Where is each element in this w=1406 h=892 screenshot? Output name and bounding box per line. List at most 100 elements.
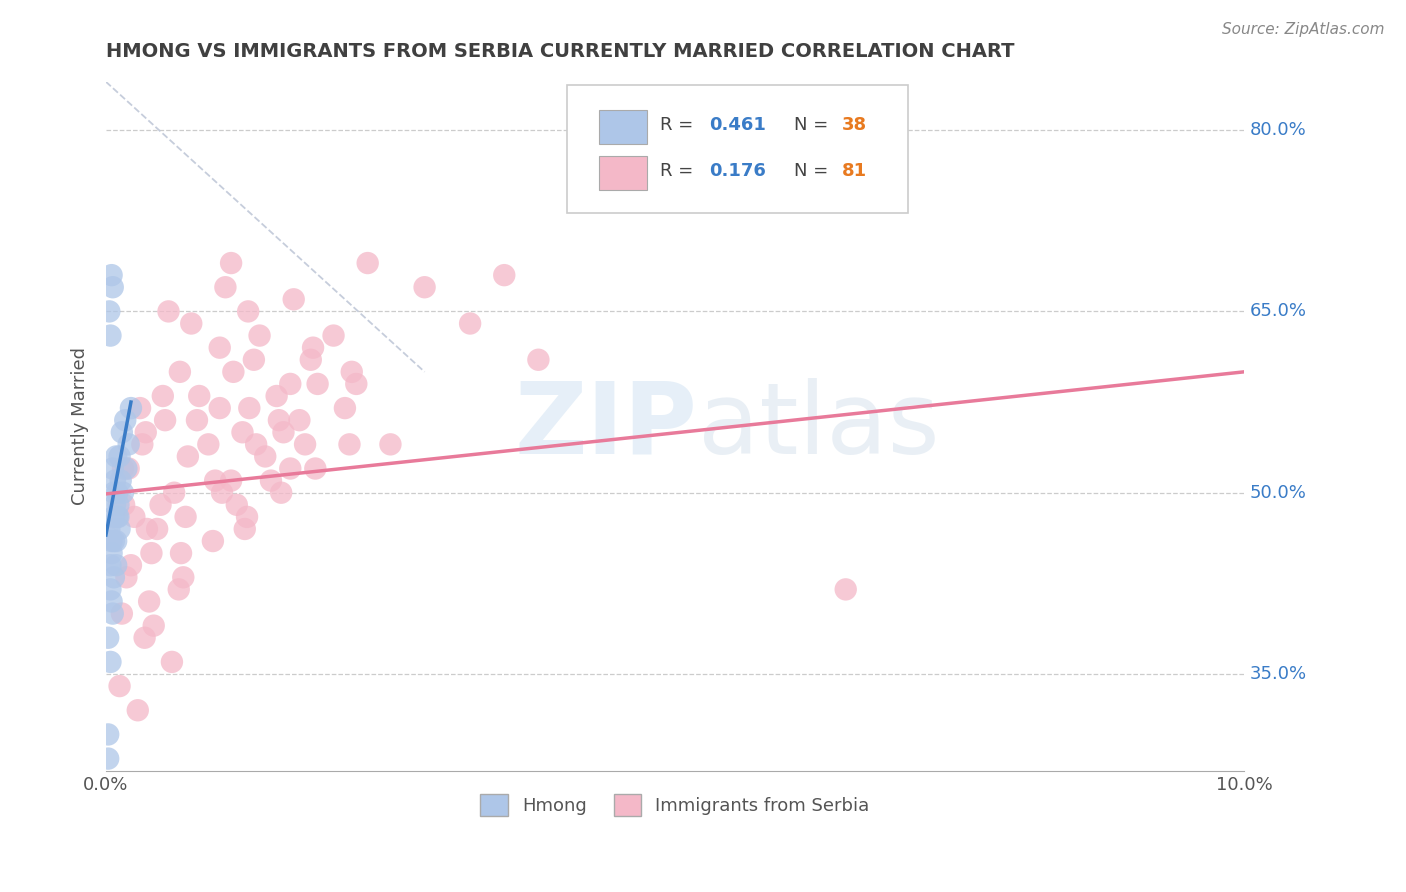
Point bbox=[118, 461, 141, 475]
Point bbox=[152, 389, 174, 403]
Point bbox=[138, 594, 160, 608]
Point bbox=[214, 280, 236, 294]
Point bbox=[105, 558, 128, 573]
Text: R =: R = bbox=[661, 162, 699, 180]
Text: 38: 38 bbox=[842, 116, 868, 134]
Point bbox=[170, 546, 193, 560]
Point bbox=[104, 474, 127, 488]
Legend: Hmong, Immigrants from Serbia: Hmong, Immigrants from Serbia bbox=[474, 788, 877, 823]
Point bbox=[278, 376, 301, 391]
Point bbox=[110, 474, 132, 488]
Point bbox=[180, 317, 202, 331]
Point bbox=[208, 341, 231, 355]
Point bbox=[100, 546, 122, 560]
Point bbox=[115, 570, 138, 584]
Text: Source: ZipAtlas.com: Source: ZipAtlas.com bbox=[1222, 22, 1385, 37]
Point bbox=[111, 607, 134, 621]
Text: N =: N = bbox=[794, 116, 835, 134]
Point bbox=[118, 437, 141, 451]
Text: 0.176: 0.176 bbox=[709, 162, 766, 180]
Text: 35.0%: 35.0% bbox=[1250, 665, 1308, 683]
Point bbox=[141, 546, 163, 560]
Point bbox=[340, 365, 363, 379]
Point bbox=[100, 558, 122, 573]
Y-axis label: Currently Married: Currently Married bbox=[72, 347, 89, 505]
Point bbox=[270, 485, 292, 500]
Point bbox=[103, 570, 125, 584]
Point bbox=[100, 328, 122, 343]
Point bbox=[131, 437, 153, 451]
Point bbox=[278, 461, 301, 475]
Text: N =: N = bbox=[794, 162, 835, 180]
Point bbox=[169, 365, 191, 379]
Point bbox=[245, 437, 267, 451]
Point bbox=[97, 751, 120, 765]
Point bbox=[127, 703, 149, 717]
Point bbox=[494, 268, 516, 282]
Point bbox=[120, 558, 142, 573]
Point bbox=[236, 509, 259, 524]
Point bbox=[188, 389, 211, 403]
Point bbox=[219, 474, 242, 488]
Point bbox=[527, 352, 550, 367]
Point bbox=[101, 280, 124, 294]
Point bbox=[112, 498, 135, 512]
Point bbox=[100, 594, 122, 608]
Point bbox=[135, 522, 157, 536]
Point bbox=[153, 413, 176, 427]
Point bbox=[142, 618, 165, 632]
Point bbox=[413, 280, 436, 294]
Point bbox=[307, 376, 329, 391]
Point bbox=[233, 522, 256, 536]
Text: 0.461: 0.461 bbox=[709, 116, 766, 134]
FancyBboxPatch shape bbox=[567, 86, 908, 212]
Point bbox=[107, 498, 129, 512]
Text: 65.0%: 65.0% bbox=[1250, 302, 1306, 320]
Point bbox=[273, 425, 295, 440]
Point bbox=[238, 304, 260, 318]
Point bbox=[103, 485, 125, 500]
Point bbox=[120, 401, 142, 416]
Point bbox=[339, 437, 361, 451]
Text: ZIP: ZIP bbox=[515, 377, 697, 475]
Point bbox=[322, 328, 344, 343]
Point bbox=[115, 461, 138, 475]
Point bbox=[835, 582, 858, 597]
Point bbox=[208, 401, 231, 416]
Point bbox=[288, 413, 311, 427]
Point bbox=[104, 498, 127, 512]
Point bbox=[108, 450, 131, 464]
Point bbox=[105, 450, 128, 464]
Point bbox=[458, 317, 481, 331]
Text: 81: 81 bbox=[842, 162, 868, 180]
Point bbox=[111, 461, 134, 475]
Point bbox=[380, 437, 402, 451]
Point bbox=[333, 401, 356, 416]
Point bbox=[302, 341, 325, 355]
Point bbox=[197, 437, 219, 451]
Point bbox=[219, 256, 242, 270]
Point bbox=[114, 413, 136, 427]
Point bbox=[222, 365, 245, 379]
Point bbox=[266, 389, 288, 403]
Point bbox=[135, 425, 157, 440]
Point bbox=[357, 256, 380, 270]
Point bbox=[211, 485, 233, 500]
Point bbox=[97, 727, 120, 741]
Point bbox=[254, 450, 277, 464]
Text: 80.0%: 80.0% bbox=[1250, 121, 1306, 139]
Point bbox=[204, 474, 226, 488]
Point bbox=[146, 522, 169, 536]
Point bbox=[101, 607, 124, 621]
Point bbox=[249, 328, 271, 343]
Point bbox=[260, 474, 283, 488]
Point bbox=[243, 352, 266, 367]
Point bbox=[100, 655, 122, 669]
Point bbox=[108, 679, 131, 693]
Point bbox=[124, 509, 146, 524]
Point bbox=[186, 413, 208, 427]
Point bbox=[100, 582, 122, 597]
Point bbox=[160, 655, 183, 669]
Point bbox=[167, 582, 190, 597]
Point bbox=[105, 534, 128, 549]
